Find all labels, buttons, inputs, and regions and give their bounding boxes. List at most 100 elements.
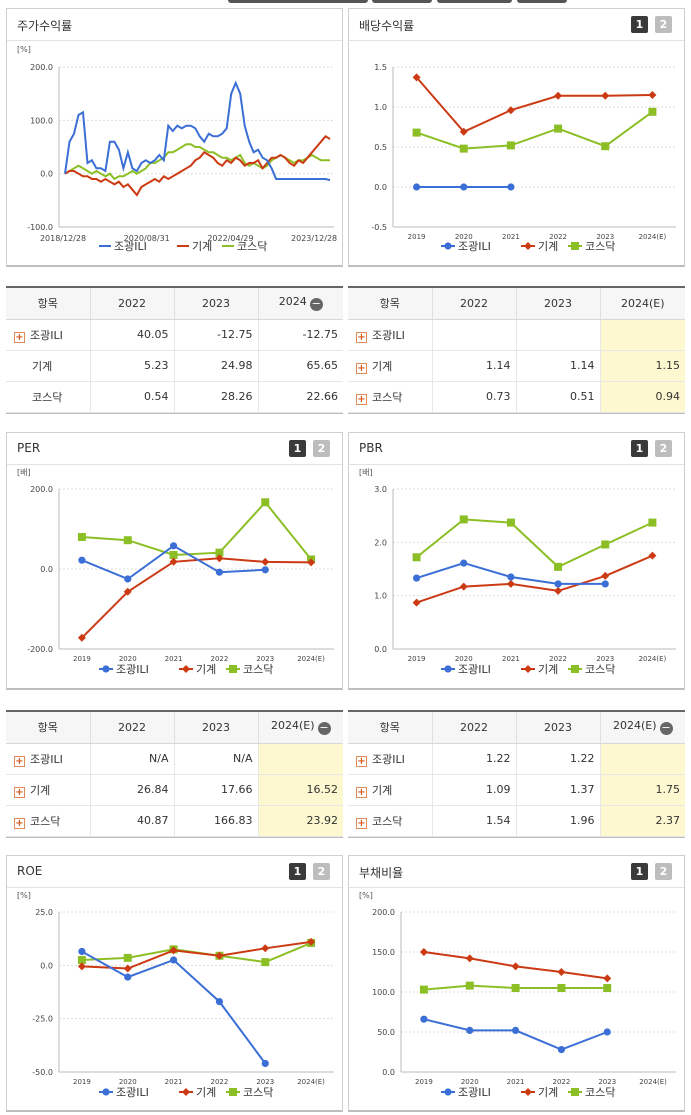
legend-marker-kosdaq <box>571 1088 579 1096</box>
y-unit-label: [%] <box>17 891 31 900</box>
table-cell: 1.96 <box>515 805 600 837</box>
x-tick-label: 2023 <box>256 1078 274 1086</box>
expand-row-icon[interactable]: + <box>14 331 25 343</box>
row-label-cell[interactable]: + 조광ILI <box>6 319 90 351</box>
data-point-industry <box>412 598 421 607</box>
data-point-industry <box>412 73 421 82</box>
x-tick-label: 2024(E) <box>297 1078 325 1086</box>
view-1-button[interactable]: 1 <box>631 863 648 880</box>
row-label: 코스닥 <box>30 814 61 828</box>
row-label-cell[interactable]: + 기계 <box>6 774 90 806</box>
table-row: + 코스닥 1.54 1.96 2.37 <box>348 805 685 837</box>
row-label-cell[interactable]: + 조광ILI <box>6 743 90 775</box>
row-label-cell[interactable]: + 조광ILI <box>348 319 432 351</box>
view-1-button[interactable]: 1 <box>289 863 306 880</box>
debt-ratio-chart: [%] 200.0 150.0 100.0 50.0 0.0 2019 2020 2021 202… <box>359 891 676 1099</box>
row-label-cell[interactable]: + 조광ILI <box>348 743 432 775</box>
table-cell: 0.54 <box>89 381 174 413</box>
legend: 조광ILI 기계 코스닥 <box>99 1086 273 1099</box>
legend-label-company: 조광ILI <box>114 240 147 253</box>
table-cell: 166.83 <box>173 805 258 837</box>
chart-panel-debt-ratio: 부채비율 1 2 [%] 200.0 150.0 100.0 50.0 0.0 2019 20… <box>348 855 685 1112</box>
column-header-item: 항목 <box>348 712 432 744</box>
row-label: 조광ILI <box>30 752 63 766</box>
expand-row-icon[interactable]: + <box>14 817 25 829</box>
header-label: 2024(E) <box>270 719 315 733</box>
top-tab[interactable] <box>372 0 432 3</box>
data-point-kosdaq <box>215 548 224 557</box>
data-point-kosdaq <box>77 533 86 541</box>
expand-row-icon[interactable]: + <box>356 817 367 829</box>
data-point-industry <box>261 557 270 566</box>
table-cell: N/A <box>89 743 174 775</box>
x-tick-label: 2020/08/31 <box>124 234 170 243</box>
y-tick-label: 50.0 <box>377 1028 395 1037</box>
panel-title: PBR <box>359 441 383 455</box>
expand-row-icon[interactable]: + <box>14 786 25 798</box>
view-2-button[interactable]: 2 <box>313 863 330 880</box>
view-2-button[interactable]: 2 <box>655 16 672 33</box>
y-tick-label: 0.0 <box>40 961 53 970</box>
y-tick-label: 200.0 <box>372 908 395 917</box>
row-label-cell[interactable]: + 기계 <box>348 350 432 382</box>
collapse-column-icon[interactable]: − <box>317 721 331 736</box>
collapse-column-icon[interactable]: − <box>659 721 673 736</box>
table-row: + 기계 26.84 17.66 16.52 <box>6 774 343 806</box>
top-tab[interactable] <box>517 0 567 3</box>
data-point-industry <box>511 962 520 971</box>
expand-row-icon[interactable]: + <box>356 393 367 405</box>
collapse-column-icon[interactable]: − <box>309 297 323 312</box>
top-tab[interactable] <box>228 0 368 3</box>
legend: 조광ILI 기계 코스닥 <box>441 1086 615 1099</box>
row-label: 코스닥 <box>372 814 403 828</box>
x-tick-label: 2020 <box>119 655 137 663</box>
table-row: + 기계 1.09 1.37 1.75 <box>348 774 685 806</box>
data-point-company <box>169 956 178 964</box>
row-label-cell[interactable]: + 기계 <box>348 774 432 806</box>
row-label: 기계 <box>372 783 393 797</box>
data-point-kosdaq <box>648 518 657 527</box>
row-label-cell[interactable]: + 코스닥 <box>348 381 432 413</box>
data-point-industry <box>215 951 224 960</box>
legend-marker-industry <box>182 665 190 673</box>
column-header-year: 2024(E) − <box>257 712 343 744</box>
data-point-industry <box>261 944 270 953</box>
y-tick-label: -200.0 <box>27 645 53 654</box>
row-label-cell[interactable]: + 코스닥 <box>348 805 432 837</box>
column-header-item: 항목 <box>348 288 432 320</box>
view-2-button[interactable]: 2 <box>655 863 672 880</box>
y-tick-label: 0.0 <box>382 1068 395 1077</box>
view-1-button[interactable]: 1 <box>631 440 648 457</box>
chart-panel-pbr: PBR 1 2 [배] 3.0 2.0 1.0 0.0 2019 2020 2021 2022 2… <box>348 432 685 690</box>
top-tab[interactable] <box>437 0 512 3</box>
column-header-year: 2023 <box>173 288 258 320</box>
stock-return-chart: [%] 200.0 100.0 0.0 -100.0 2018/12/28 2020/08/… <box>17 45 337 253</box>
view-2-button[interactable]: 2 <box>313 440 330 457</box>
x-tick-label: 2020 <box>455 655 473 663</box>
header-label: 항목 <box>37 721 58 735</box>
view-2-button[interactable]: 2 <box>655 440 672 457</box>
header-label: 2022 <box>460 296 488 310</box>
data-point-industry <box>123 587 132 596</box>
data-point-company <box>78 556 86 564</box>
legend-marker-industry <box>182 1088 190 1096</box>
row-label-cell[interactable]: + 코스닥 <box>6 805 90 837</box>
legend-marker-company <box>102 665 110 673</box>
x-tick-label: 2023 <box>596 655 614 663</box>
y-tick-label: 1.0 <box>374 103 387 112</box>
data-point-company <box>460 559 468 567</box>
chart-panel-per: PER 1 2 [배] 200.0 0.0 -200.0 2019 2020 2021 202… <box>6 432 343 690</box>
view-1-button[interactable]: 1 <box>631 16 648 33</box>
legend-label-industry: 기계 <box>538 663 558 676</box>
expand-row-icon[interactable]: + <box>356 331 367 343</box>
expand-row-icon[interactable]: + <box>356 786 367 798</box>
view-1-button[interactable]: 1 <box>289 440 306 457</box>
x-tick-label: 2023/12/28 <box>291 234 337 243</box>
data-point-kosdaq <box>169 551 178 559</box>
expand-row-icon[interactable]: + <box>356 362 367 374</box>
table-cell: 2.37 <box>599 805 685 837</box>
x-tick-label: 2020 <box>461 1078 479 1086</box>
legend-marker-company <box>102 1088 110 1096</box>
expand-row-icon[interactable]: + <box>14 755 25 767</box>
expand-row-icon[interactable]: + <box>356 755 367 767</box>
